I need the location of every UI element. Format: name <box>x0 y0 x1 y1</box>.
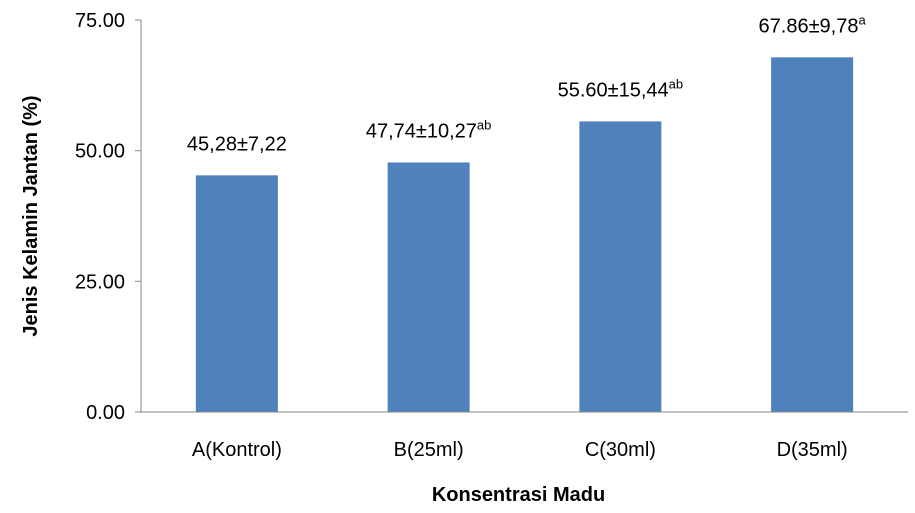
y-axis-title: Jenis Kelamin Jantan (%) <box>20 95 42 336</box>
y-tick-label: 25.00 <box>75 271 125 293</box>
data-labels: 45,28±7,22 47,74±10,27ab 55.60±15,44ab 67.8… <box>187 12 867 155</box>
x-axis-categories: A(Kontrol) B(25ml) C(30ml) D(35ml) <box>192 439 848 461</box>
y-tick-label: 0.00 <box>86 402 125 424</box>
data-label-superscript: ab <box>669 76 683 91</box>
x-category-label: A(Kontrol) <box>192 439 282 461</box>
bars <box>195 57 854 413</box>
y-axis-ticks: 0.00 25.00 50.00 75.00 <box>75 10 141 424</box>
x-category-label: C(30ml) <box>585 439 656 461</box>
bar <box>195 175 278 412</box>
y-tick-label: 75.00 <box>75 10 125 32</box>
x-axis-title: Konsentrasi Madu <box>432 484 605 506</box>
data-label-superscript: a <box>858 12 866 27</box>
x-category-label: B(25ml) <box>394 439 464 461</box>
data-label: 55.60±15,44ab <box>558 76 684 101</box>
bar <box>579 121 662 412</box>
bar <box>387 162 470 412</box>
x-category-label: D(35ml) <box>777 439 848 461</box>
y-tick-label: 50.00 <box>75 141 125 163</box>
data-label: 45,28±7,22 <box>187 133 287 155</box>
data-label: 67.86±9,78a <box>759 12 867 37</box>
bar <box>771 57 854 413</box>
data-label: 47,74±10,27ab <box>366 117 492 142</box>
data-label-superscript: ab <box>477 117 491 132</box>
